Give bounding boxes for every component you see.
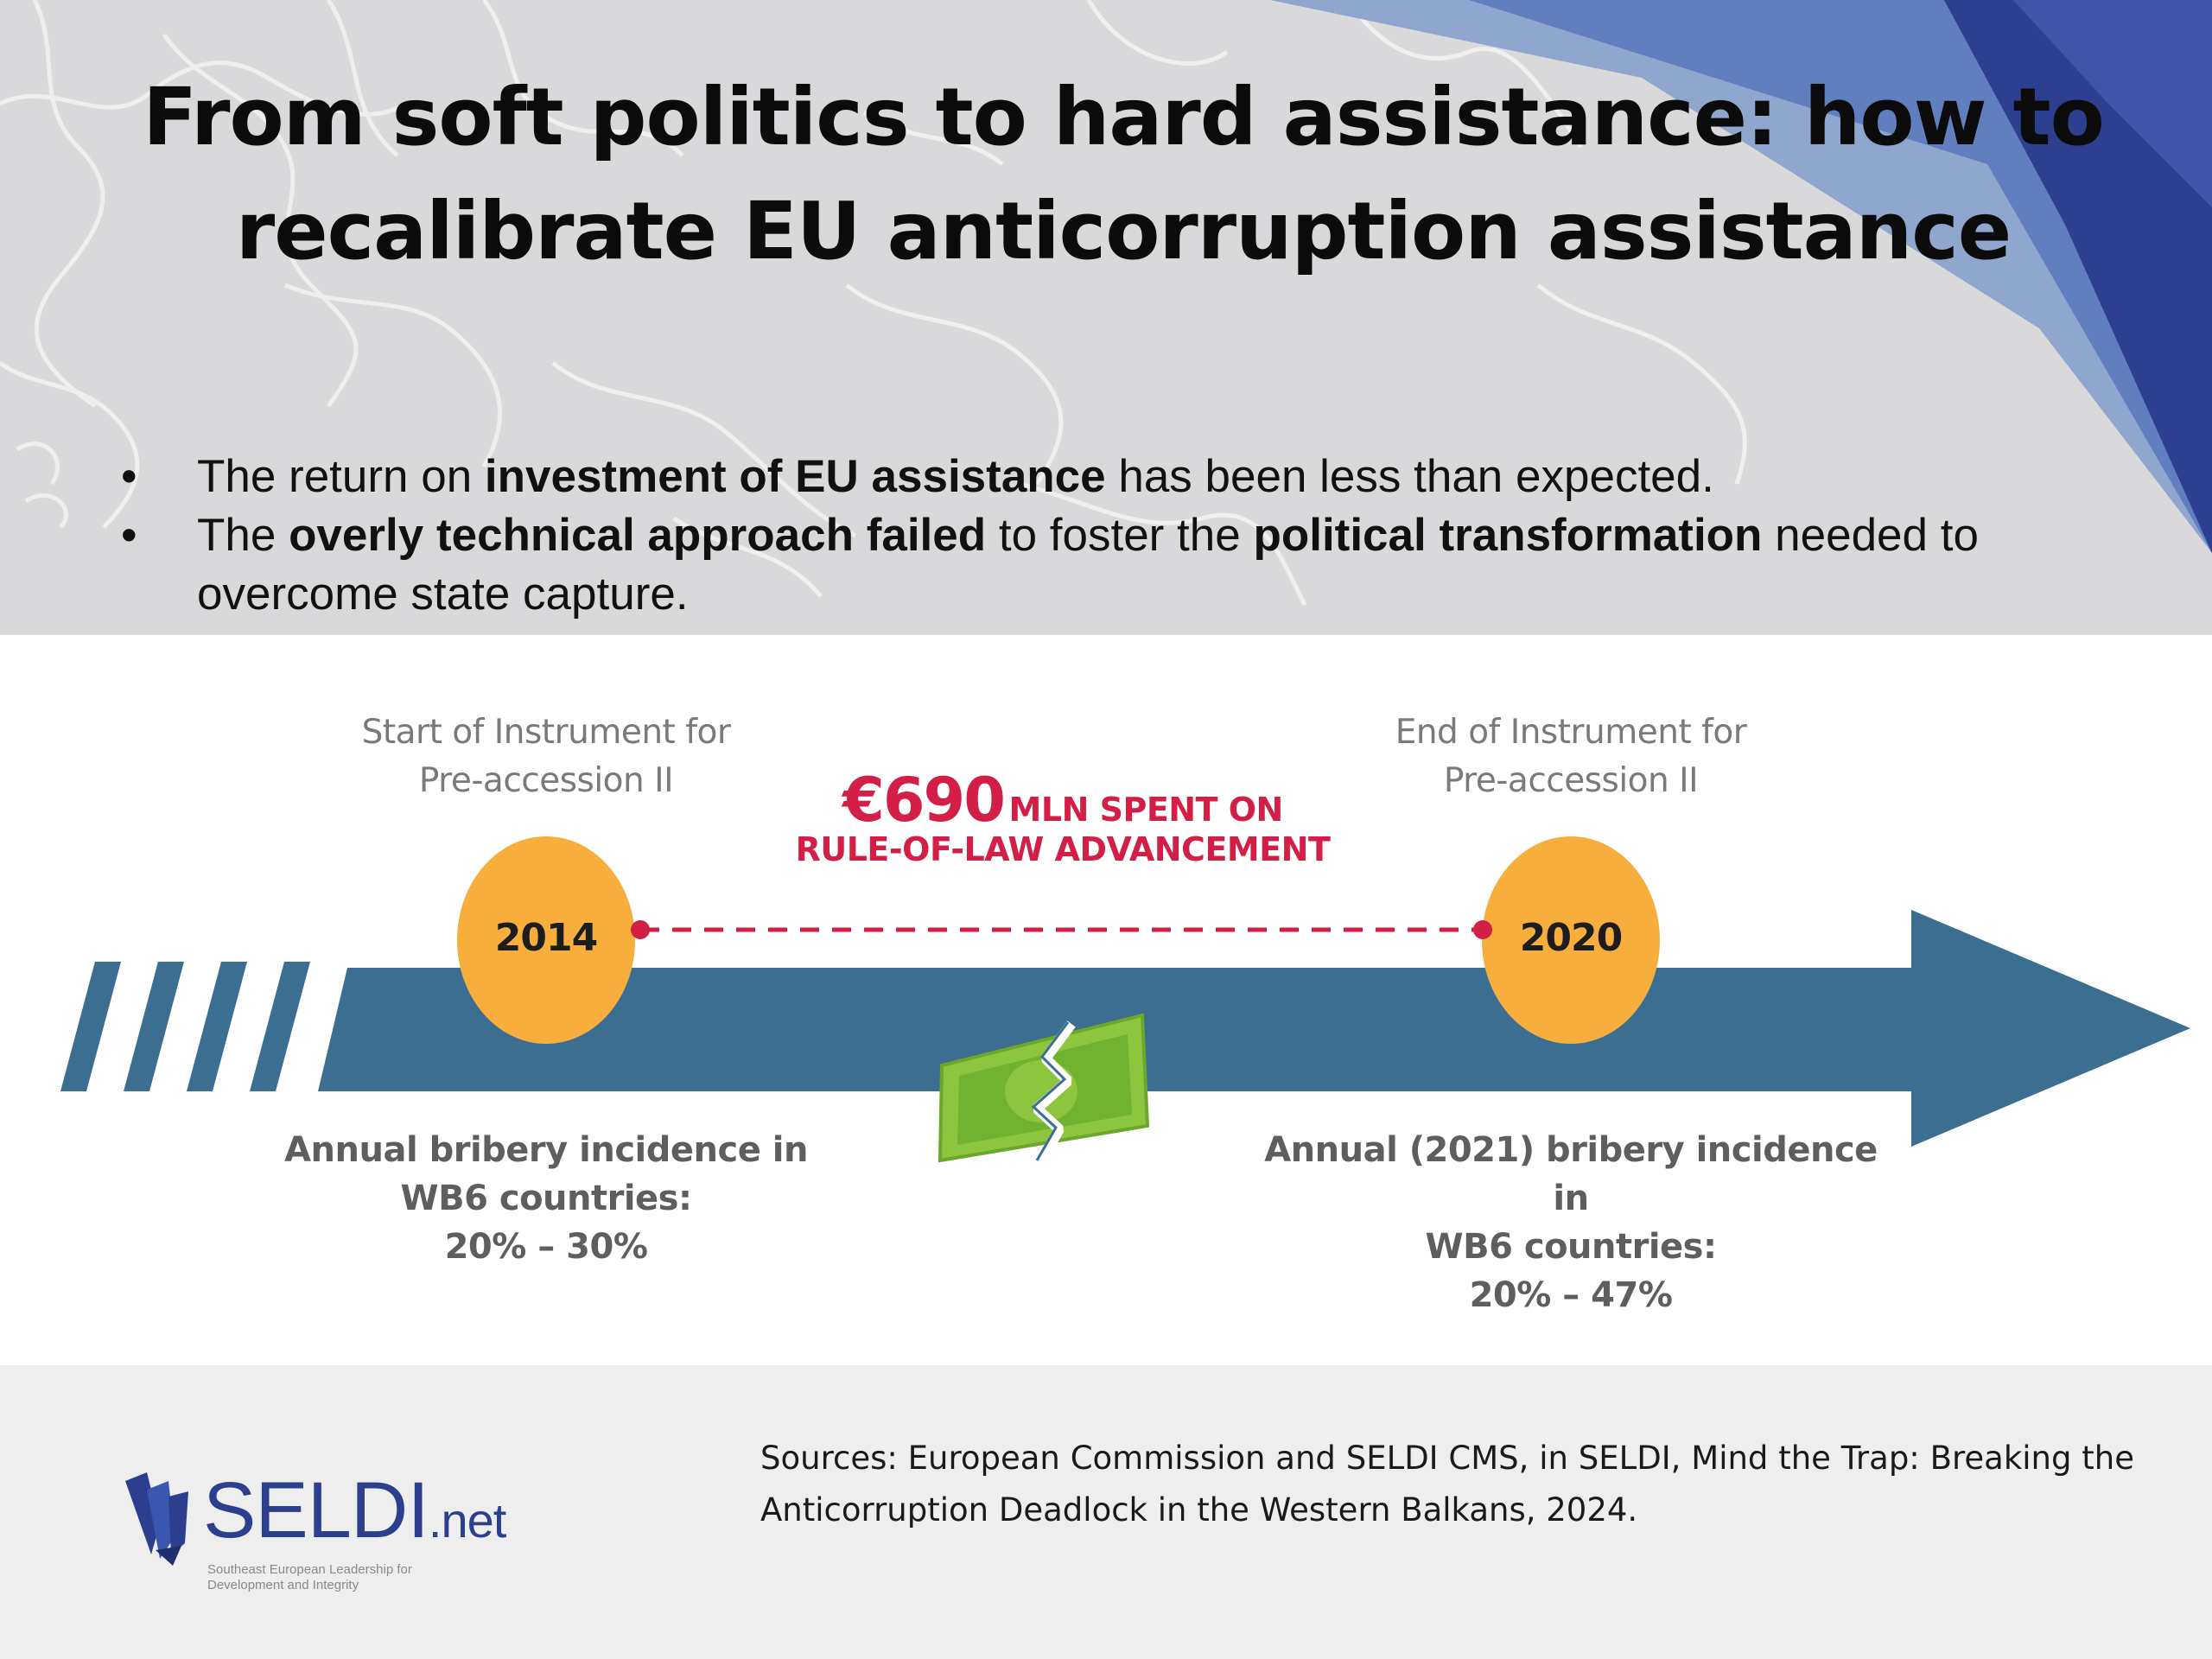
logo-text: SELDI (203, 1466, 429, 1554)
bullet-list: • The return on investment of EU assistan… (121, 448, 2143, 624)
page-title: From soft politics to hard assistance: h… (143, 71, 2105, 277)
header-section: From soft politics to hard assistance: h… (0, 0, 2212, 635)
logo-tagline: Southeast European Leadership for Develo… (207, 1562, 412, 1592)
bullet-bold-text: political transformation (1253, 510, 1763, 561)
spending-purpose: RULE-OF-LAW ADVANCEMENT (795, 830, 1331, 868)
spending-highlight: €690 MLN SPENT ON RULE-OF-LAW ADVANCEMEN… (760, 765, 1365, 868)
bullet-dot: • (121, 451, 137, 502)
timeline-arrow (60, 910, 2190, 1147)
bullet-text: The return on (197, 451, 485, 502)
sources-note: Sources: European Commission and SELDI C… (760, 1440, 2134, 1529)
bullet-text: to foster the (986, 510, 1254, 561)
period-start-marker (631, 920, 650, 939)
timeline-infographic: Start of Instrument for Pre-accession II… (0, 635, 2212, 1365)
bullet-text: has been less than expected. (1105, 451, 1714, 502)
bullet-bold-text: investment of EU assistance (484, 451, 1106, 502)
map-background (0, 0, 2212, 607)
logo-suffix: .net (428, 1493, 506, 1548)
start-caption: Start of Instrument for Pre-accession II (361, 713, 731, 800)
spending-label: MLN SPENT ON (1008, 791, 1284, 829)
end-year: 2020 (1519, 916, 1623, 960)
seldi-logo-mark (125, 1472, 188, 1566)
bullet-bold-text: overly technical approach failed (289, 510, 987, 561)
year-2014-circle (457, 836, 635, 1044)
end-caption: End of Instrument for Pre-accession II (1395, 713, 1747, 800)
bullet-text: needed to overcome state capture. (197, 510, 1979, 620)
timeline-graphic (60, 836, 2190, 1166)
start-year: 2014 (494, 916, 598, 960)
end-bribery-stat: Annual (2021) bribery incidence in WB6 c… (1264, 1130, 1878, 1315)
broken-banknote-icon (938, 1013, 1150, 1166)
seldi-logo: SELDI.net Southeast European Leadership … (121, 1465, 518, 1604)
spending-amount: €690 (842, 765, 1006, 836)
start-bribery-stat: Annual bribery incidence in WB6 countrie… (284, 1130, 808, 1267)
year-2020-circle (1482, 836, 1660, 1044)
logo-wordmark: SELDI.net (203, 1465, 506, 1556)
period-end-marker (1473, 920, 1492, 939)
bullet-item: • The overly technical approach failed to… (121, 506, 2143, 624)
bullet-item: • The return on investment of EU assistan… (121, 448, 2143, 506)
footer: SELDI.net Southeast European Leadership … (0, 1365, 2212, 1659)
bullet-dot: • (121, 510, 137, 561)
bullet-text: The (197, 510, 289, 561)
